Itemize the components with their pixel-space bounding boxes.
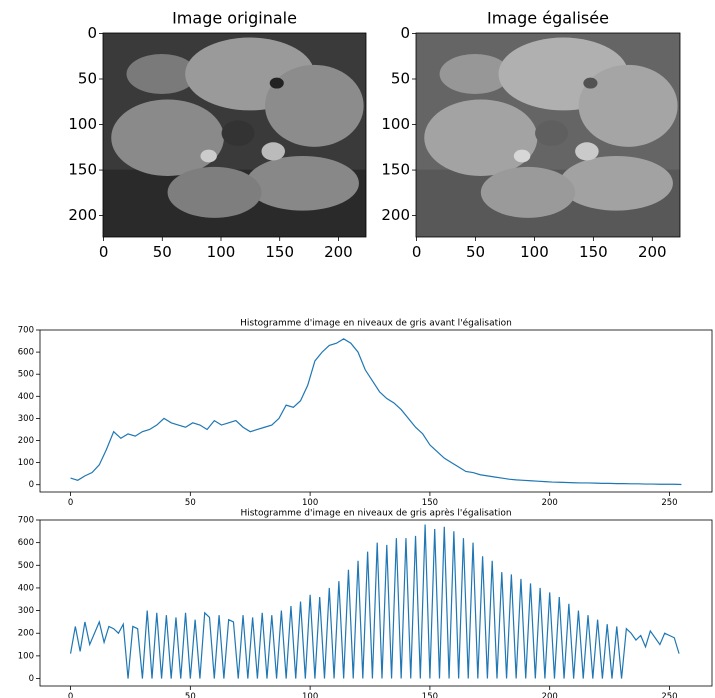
image <box>103 33 366 237</box>
image-content <box>103 33 366 237</box>
x-tick-label: 50 <box>153 243 172 261</box>
x-tick-label: 50 <box>466 243 485 261</box>
x-tick-label: 100 <box>207 243 236 261</box>
y-tick-label: 300 <box>18 606 34 616</box>
y-tick-label: 0 <box>29 480 34 490</box>
y-tick-label: 700 <box>18 516 34 526</box>
equalize-overlay <box>416 33 680 237</box>
y-tick-label: 600 <box>18 348 34 358</box>
y-tick-label: 500 <box>18 370 34 380</box>
histogram-line <box>69 524 680 679</box>
x-tick-label: 150 <box>422 692 438 698</box>
x-tick-label: 200 <box>324 243 353 261</box>
x-tick-label: 150 <box>265 243 294 261</box>
y-tick-label: 600 <box>18 538 34 548</box>
axes-frame <box>39 329 713 493</box>
y-tick-label: 100 <box>68 115 97 133</box>
x-tick-label: 150 <box>579 243 608 261</box>
x-tick-label: 0 <box>99 243 109 261</box>
y-tick-label: 300 <box>18 414 34 424</box>
x-tick-label: 50 <box>185 498 196 508</box>
y-tick-label: 400 <box>18 583 34 593</box>
y-tick-label: 700 <box>18 326 34 336</box>
x-tick-label: 100 <box>520 243 549 261</box>
y-tick-label: 100 <box>18 458 34 468</box>
histogram-line <box>70 338 682 486</box>
axes-frame <box>102 32 367 238</box>
y-tick-label: 200 <box>18 436 34 446</box>
image <box>416 33 680 237</box>
x-tick-label: 200 <box>638 243 667 261</box>
chart-title: Image originale <box>172 9 297 28</box>
x-tick-label: 0 <box>68 498 73 508</box>
y-tick-label: 150 <box>68 161 97 179</box>
x-tick-label: 150 <box>422 498 438 508</box>
y-tick-label: 200 <box>68 206 97 224</box>
y-tick-label: 200 <box>381 206 410 224</box>
x-tick-label: 0 <box>68 692 73 698</box>
y-tick-label: 0 <box>400 24 410 42</box>
y-tick-label: 100 <box>18 651 34 661</box>
y-tick-label: 500 <box>18 561 34 571</box>
x-tick-label: 250 <box>661 498 677 508</box>
x-tick-label: 100 <box>302 692 318 698</box>
y-tick-label: 0 <box>29 674 34 684</box>
chart-title: Histogramme d'image en niveaux de gris a… <box>240 508 511 519</box>
x-tick-label: 100 <box>302 498 318 508</box>
y-tick-label: 50 <box>78 69 97 87</box>
axes-frame <box>39 519 713 687</box>
y-tick-label: 400 <box>18 392 34 402</box>
chart-title: Histogramme d'image en niveaux de gris a… <box>240 318 512 329</box>
chart-title: Image égalisée <box>487 9 609 28</box>
x-tick-label: 250 <box>661 692 677 698</box>
x-tick-label: 200 <box>542 498 558 508</box>
x-tick-label: 50 <box>185 692 196 698</box>
axes-frame <box>415 32 681 238</box>
y-tick-label: 150 <box>381 161 410 179</box>
y-tick-label: 0 <box>87 24 97 42</box>
x-tick-label: 200 <box>542 692 558 698</box>
y-tick-label: 50 <box>391 69 410 87</box>
y-tick-label: 100 <box>381 115 410 133</box>
x-tick-label: 0 <box>412 243 422 261</box>
y-tick-label: 200 <box>18 629 34 639</box>
